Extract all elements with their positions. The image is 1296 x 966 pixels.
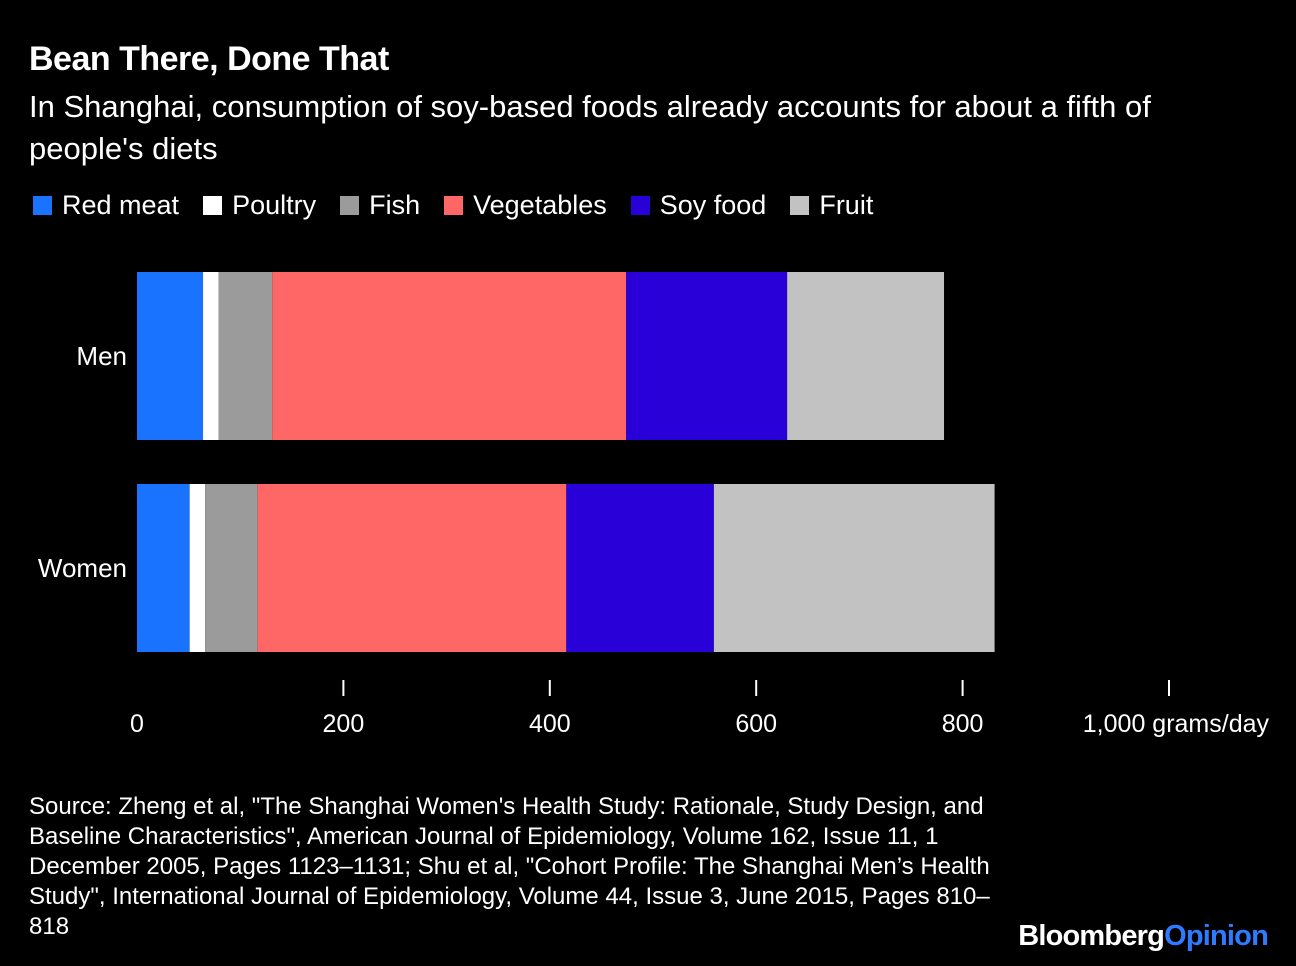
legend-label: Fruit: [819, 190, 874, 220]
legend-swatch: [203, 196, 223, 215]
legend-swatch: [790, 196, 810, 215]
bloomberg-opinion-logo: BloombergOpinion: [1018, 920, 1269, 953]
legend-item-poultry: Poultry: [203, 190, 316, 221]
legend-swatch: [340, 196, 360, 215]
bar-segment-men-vegetables: [272, 272, 627, 440]
category-label-women: Women: [38, 553, 127, 583]
chart-subtitle: In Shanghai, consumption of soy-based fo…: [29, 89, 1151, 166]
legend-label: Vegetables: [473, 190, 607, 220]
x-tick-label: 800: [942, 710, 984, 738]
bar-segment-men-poultry: [203, 272, 219, 440]
stacked-bar-chart: Men Women 0 200 400 600 800 1,000 grams/day: [38, 272, 1270, 738]
bar-segment-men-fish: [218, 272, 273, 440]
bar-segment-women-fruit: [713, 484, 995, 652]
chart-legend: Red meat Poultry Fish Vegetables Soy food Fru…: [33, 190, 897, 221]
legend-swatch: [444, 196, 464, 215]
legend-label: Red meat: [62, 190, 180, 220]
legend-item-fish: Fish: [340, 190, 420, 221]
chart-title: Bean There, Done That: [29, 40, 389, 78]
brand-bloomberg: Bloomberg: [1018, 920, 1165, 952]
legend-item-vegetables: Vegetables: [444, 190, 607, 221]
category-label-men: Men: [76, 341, 127, 371]
x-tick-label: 600: [735, 710, 777, 738]
x-tick-label: 1,000 grams/day: [1083, 710, 1270, 738]
bar-segment-women-red-meat: [137, 484, 190, 652]
x-tick-label: 200: [323, 710, 365, 738]
legend-label: Fish: [369, 190, 421, 220]
bar-segment-women-poultry: [189, 484, 206, 652]
bar-segment-women-fish: [205, 484, 258, 652]
x-tick-label: 0: [130, 710, 144, 738]
bar-segment-men-red-meat: [137, 272, 204, 440]
bar-segment-men-soy-food: [626, 272, 788, 440]
bar-segment-men-fruit: [787, 272, 945, 440]
legend-label: Poultry: [232, 190, 317, 220]
legend-item-red-meat: Red meat: [33, 190, 179, 221]
legend-item-soy-food: Soy food: [630, 190, 767, 221]
legend-swatch: [33, 196, 52, 215]
bar-segment-women-soy-food: [566, 484, 714, 652]
legend-label: Soy food: [659, 190, 767, 220]
source-note: Source: Zheng et al, "The Shanghai Women…: [29, 793, 990, 940]
brand-opinion: Opinion: [1164, 920, 1269, 952]
bar-segment-women-vegetables: [257, 484, 567, 652]
x-tick-label: 400: [529, 710, 571, 738]
legend-item-fruit: Fruit: [790, 190, 873, 221]
legend-swatch: [630, 196, 650, 215]
